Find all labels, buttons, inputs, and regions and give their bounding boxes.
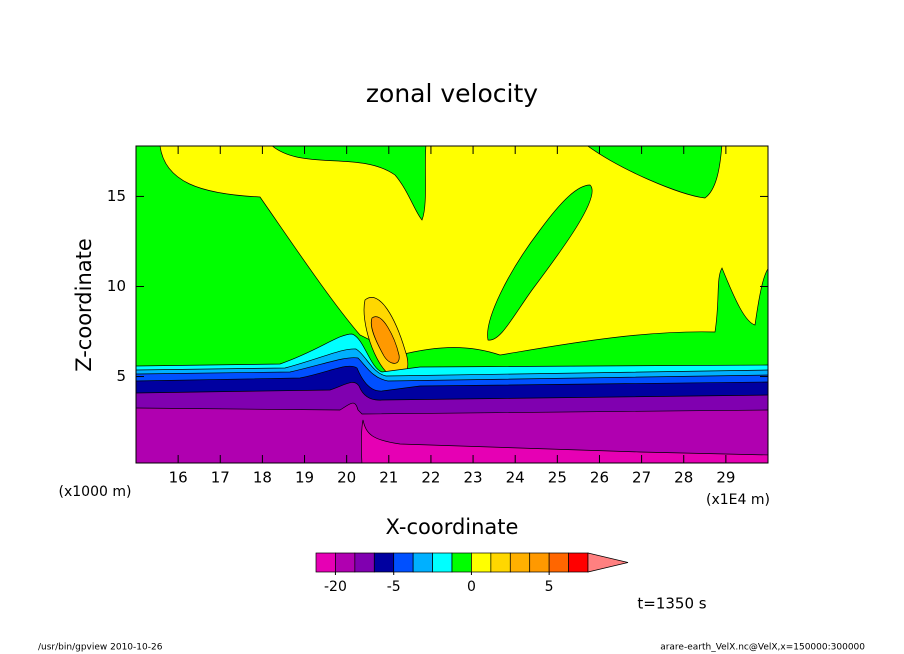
contour-field [136,146,768,463]
colorbar-tick-label: 0 [467,579,476,595]
colorbar-segment [548,552,569,573]
x-tick-label: 16 [169,469,188,487]
region [370,316,400,364]
x-tick-label: 18 [253,469,272,487]
chart-title: zonal velocity [366,79,538,108]
x-tick-label: 21 [379,469,398,487]
colorbar-segment [315,552,336,573]
x-tick-label: 25 [548,469,567,487]
y-tick-label: 10 [107,277,126,295]
colorbar-tick-label: -20 [324,579,347,595]
x-tick-label: 22 [421,469,440,487]
region [360,419,768,463]
x-tick-label: 27 [632,469,651,487]
y-axis-label: Z-coordinate [72,238,96,372]
x-unit-note: (x1E4 m) [706,492,770,508]
x-tick-label: 23 [464,469,483,487]
x-tick-label: 24 [506,469,525,487]
region [587,146,723,199]
colorbar-segment [568,552,589,573]
colorbar-tick-label: 5 [545,579,554,595]
colorbar-segment [509,552,531,573]
x-tick-label: 28 [674,469,693,487]
region [272,146,427,221]
region [159,146,768,356]
x-tick-label: 29 [716,469,735,487]
x-tick-label: 19 [295,469,314,487]
colorbar-segment [335,552,356,573]
plot-frame [135,145,769,464]
colorbar-tick-label: -5 [387,579,401,595]
footer-right: arare-earth_VelX.nc@VelX,x=150000:300000 [660,643,865,653]
colorbar-segment [471,552,492,573]
y-unit-note: (x1000 m) [59,484,132,500]
x-tick-label: 17 [211,469,230,487]
region [136,402,768,463]
y-tick-label: 15 [107,187,126,205]
colorbar-segment [373,552,395,573]
colorbar-segment [490,552,511,573]
x-tick-label: 26 [590,469,609,487]
colorbar-extension [587,552,629,573]
x-tick-label: 20 [337,469,356,487]
colorbar-segment [412,552,433,573]
y-tick-label: 5 [116,367,126,385]
footer-left: /usr/bin/gpview 2010-10-26 [38,643,163,653]
x-axis-label: X-coordinate [386,515,519,539]
region [487,184,593,341]
colorbar-segment [393,552,414,573]
time-annotation: t=1350 s [637,595,706,613]
colorbar-segment [451,552,472,573]
colorbar-segment [354,552,375,573]
colorbar-segment [529,552,550,573]
colorbar-segment [432,552,453,573]
